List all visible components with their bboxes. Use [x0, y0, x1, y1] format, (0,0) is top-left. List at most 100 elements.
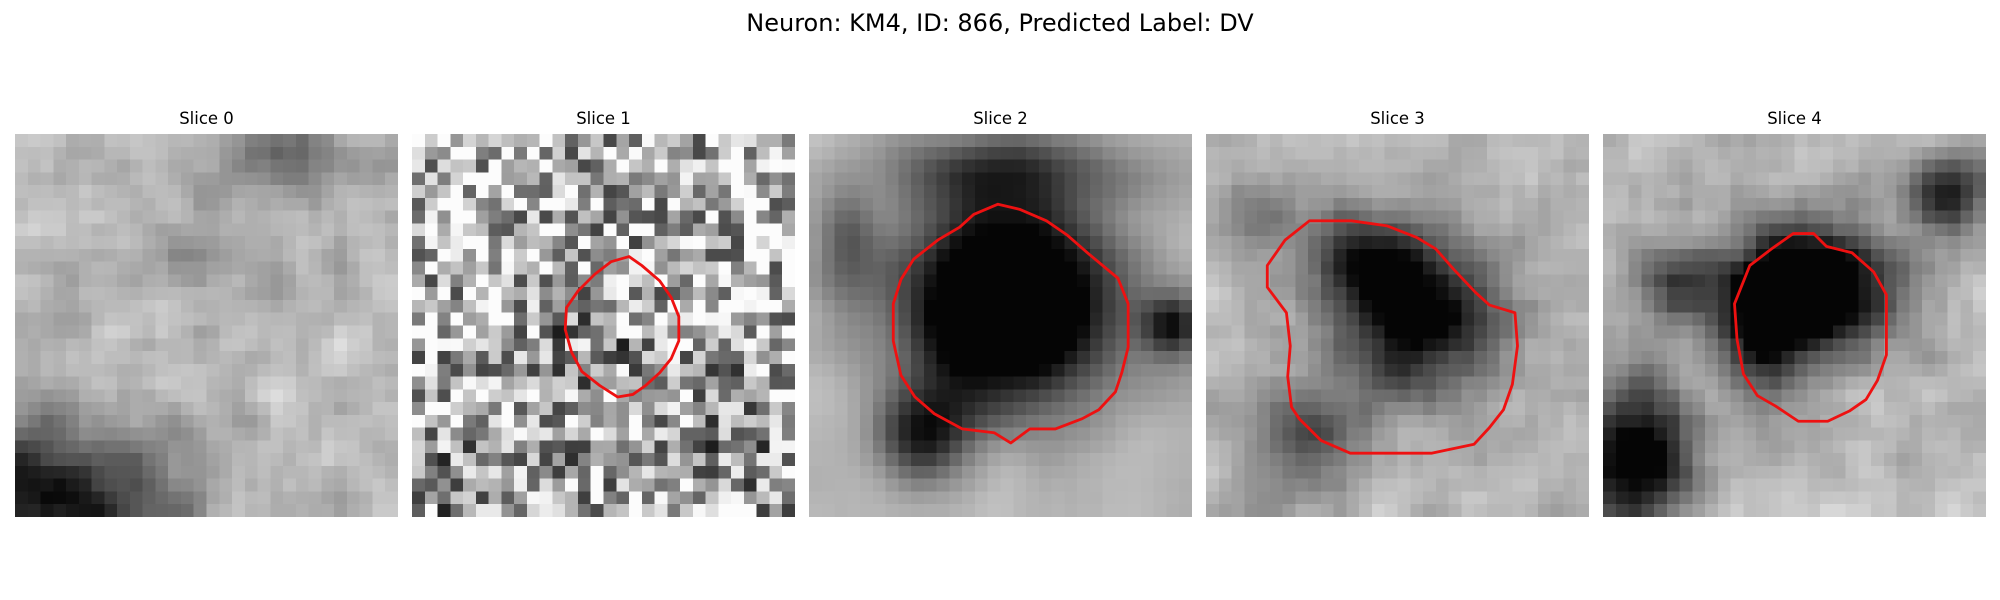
- image-pixel: [296, 402, 309, 415]
- image-pixel: [616, 211, 629, 224]
- image-pixel: [1052, 147, 1065, 160]
- image-pixel: [1692, 313, 1705, 326]
- image-pixel: [1295, 389, 1308, 402]
- image-pixel: [578, 491, 591, 504]
- image-pixel: [1359, 440, 1372, 453]
- image-pixel: [79, 313, 92, 326]
- image-pixel: [1935, 491, 1948, 504]
- image-pixel: [1321, 300, 1334, 313]
- image-pixel: [219, 147, 232, 160]
- image-pixel: [334, 172, 347, 185]
- image-pixel: [117, 147, 130, 160]
- image-pixel: [92, 415, 105, 428]
- image-pixel: [143, 428, 156, 441]
- image-pixel: [1782, 198, 1795, 211]
- image-pixel: [489, 262, 502, 275]
- image-pixel: [219, 491, 232, 504]
- image-pixel: [616, 491, 629, 504]
- image-pixel: [425, 274, 438, 287]
- image-pixel: [1461, 313, 1474, 326]
- image-pixel: [41, 249, 54, 262]
- image-pixel: [1603, 249, 1616, 262]
- image-pixel: [616, 428, 629, 441]
- image-pixel: [168, 185, 181, 198]
- image-pixel: [847, 326, 860, 339]
- image-pixel: [412, 134, 425, 147]
- image-pixel: [924, 300, 937, 313]
- image-pixel: [168, 313, 181, 326]
- image-pixel: [706, 147, 719, 160]
- image-pixel: [822, 377, 835, 390]
- image-pixel: [975, 466, 988, 479]
- image-pixel: [232, 147, 245, 160]
- image-pixel: [1206, 274, 1219, 287]
- image-pixel: [1257, 453, 1270, 466]
- image-pixel: [949, 211, 962, 224]
- image-pixel: [1128, 389, 1141, 402]
- image-pixel: [1052, 364, 1065, 377]
- image-pixel: [616, 274, 629, 287]
- image-pixel: [835, 389, 848, 402]
- image-pixel: [809, 338, 822, 351]
- image-pixel: [527, 377, 540, 390]
- image-pixel: [463, 313, 476, 326]
- image-pixel: [1731, 504, 1744, 517]
- image-pixel: [1897, 236, 1910, 249]
- image-pixel: [718, 491, 731, 504]
- image-pixel: [782, 160, 795, 173]
- image-pixel: [1563, 466, 1576, 479]
- image-pixel: [642, 440, 655, 453]
- image-pixel: [1858, 160, 1871, 173]
- image-pixel: [450, 160, 463, 173]
- image-pixel: [283, 389, 296, 402]
- image-pixel: [1179, 313, 1192, 326]
- image-pixel: [1782, 211, 1795, 224]
- image-pixel: [809, 313, 822, 326]
- image-pixel: [1576, 236, 1589, 249]
- image-pixel: [283, 160, 296, 173]
- image-pixel: [207, 479, 220, 492]
- image-pixel: [1680, 300, 1693, 313]
- image-pixel: [1629, 415, 1642, 428]
- image-pixel: [988, 377, 1001, 390]
- image-pixel: [194, 377, 207, 390]
- image-pixel: [1641, 262, 1654, 275]
- image-pixel: [1334, 274, 1347, 287]
- image-pixel: [782, 402, 795, 415]
- image-pixel: [552, 249, 565, 262]
- image-pixel: [1680, 428, 1693, 441]
- image-pixel: [1244, 351, 1257, 364]
- image-pixel: [975, 313, 988, 326]
- image-pixel: [1960, 415, 1973, 428]
- image-pixel: [911, 364, 924, 377]
- image-pixel: [527, 211, 540, 224]
- image-pixel: [629, 185, 642, 198]
- image-pixel: [334, 504, 347, 517]
- image-pixel: [309, 504, 322, 517]
- image-pixel: [1960, 300, 1973, 313]
- image-pixel: [245, 211, 258, 224]
- image-pixel: [1179, 466, 1192, 479]
- image-pixel: [718, 223, 731, 236]
- image-pixel: [937, 262, 950, 275]
- image-pixel: [975, 479, 988, 492]
- image-pixel: [1960, 236, 1973, 249]
- image-pixel: [1871, 313, 1884, 326]
- image-pixel: [1960, 313, 1973, 326]
- image-pixel: [1013, 389, 1026, 402]
- image-pixel: [1359, 364, 1372, 377]
- image-pixel: [1858, 236, 1871, 249]
- image-pixel: [937, 389, 950, 402]
- image-pixel: [1500, 428, 1513, 441]
- image-pixel: [219, 338, 232, 351]
- image-pixel: [347, 236, 360, 249]
- image-pixel: [680, 326, 693, 339]
- image-pixel: [501, 160, 514, 173]
- image-pixel: [1871, 479, 1884, 492]
- image-pixel: [949, 326, 962, 339]
- image-pixel: [463, 338, 476, 351]
- image-pixel: [425, 172, 438, 185]
- image-pixel: [1935, 223, 1948, 236]
- image-pixel: [1680, 198, 1693, 211]
- image-pixel: [1346, 479, 1359, 492]
